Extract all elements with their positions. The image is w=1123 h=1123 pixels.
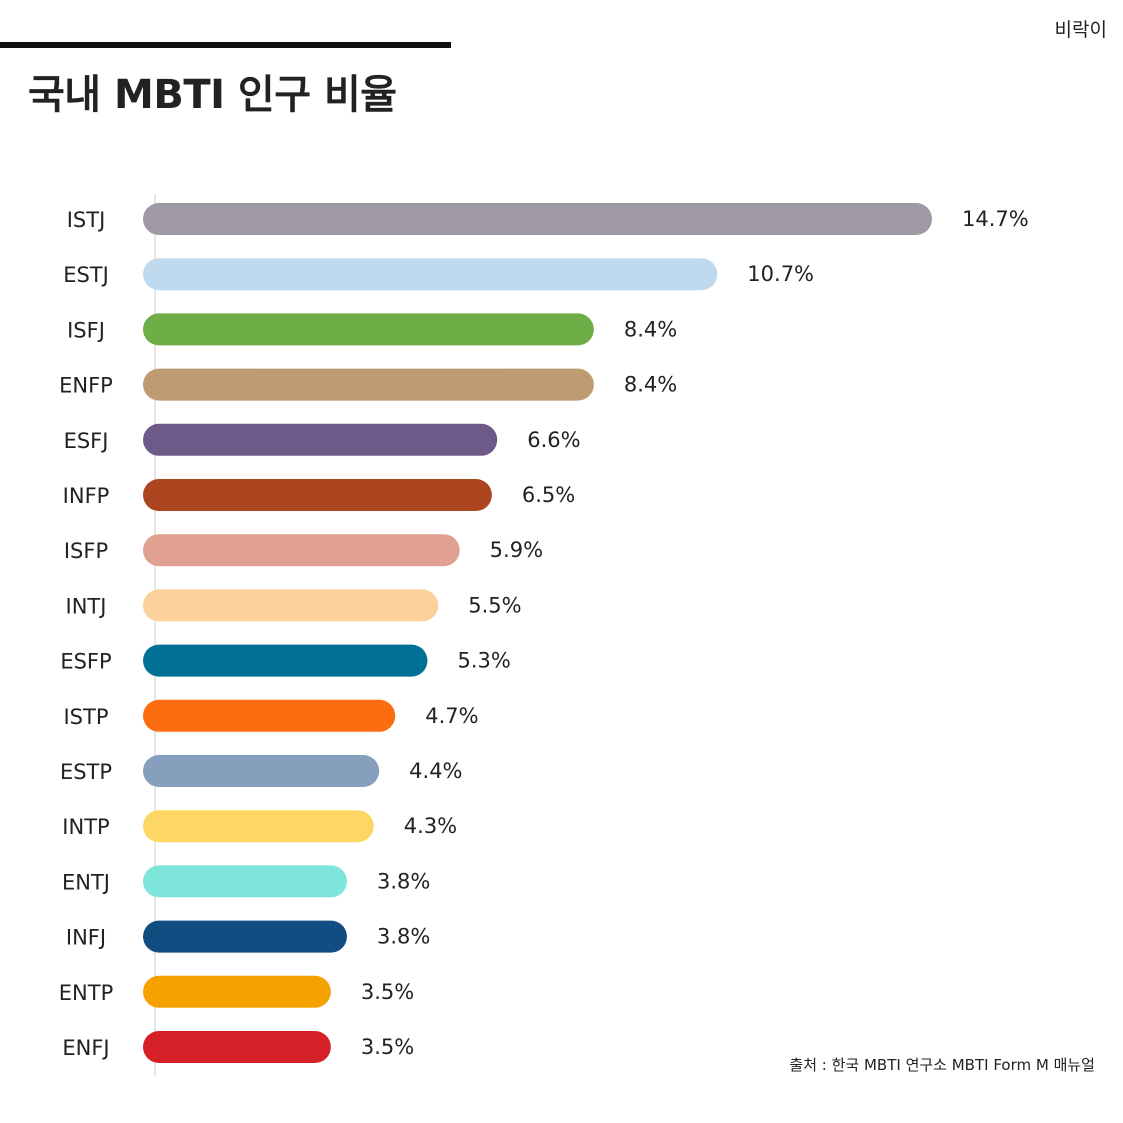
category-label: INTJ (66, 594, 107, 618)
category-label: INTP (62, 815, 109, 839)
category-label: ENFP (59, 374, 113, 398)
bar-istp (143, 699, 396, 732)
category-label: ISTJ (67, 208, 106, 232)
category-label: INFP (63, 484, 110, 508)
category-label: ENTP (59, 981, 113, 1005)
bar-esfp (143, 644, 428, 677)
value-label: 5.5% (468, 593, 521, 617)
category-label: ESTJ (63, 263, 109, 287)
value-label: 3.8% (377, 925, 430, 949)
value-label: 5.3% (457, 649, 510, 673)
category-label: ESFP (60, 650, 111, 674)
value-label: 10.7% (747, 262, 814, 286)
bar-infp (143, 479, 492, 511)
value-label: 3.8% (377, 869, 430, 893)
bar-istj (143, 203, 932, 235)
value-label: 3.5% (361, 1035, 414, 1059)
value-label: 14.7% (962, 207, 1029, 231)
value-label: 6.6% (527, 428, 580, 452)
value-label: 3.5% (361, 980, 414, 1004)
source-note: 출처 : 한국 MBTI 연구소 MBTI Form M 매뉴얼 (789, 1056, 1095, 1074)
bar-entp (143, 975, 331, 1008)
brand-label: 비락이 (1054, 19, 1107, 41)
bar-isfp (143, 534, 460, 567)
category-label: ISFJ (67, 318, 105, 342)
bar-esfj (143, 423, 498, 456)
bars-layer: ISTJ 14.7% ESTJ 10.7% ISFJ 8.4% ENFP 8.4% ESFJ 6.… (59, 203, 1029, 1063)
category-label: ISFP (64, 539, 108, 563)
category-label: ENTJ (62, 870, 110, 894)
bar-intp (143, 810, 374, 843)
value-label: 4.3% (404, 814, 457, 838)
value-label: 8.4% (624, 317, 677, 341)
bar-intj (143, 589, 439, 622)
bar-enfp (143, 368, 594, 401)
top-rule (0, 42, 451, 48)
bar-infj (143, 920, 347, 953)
bar-isfj (143, 313, 594, 346)
value-label: 4.7% (425, 704, 478, 728)
bar-estp (143, 755, 380, 787)
category-label: ENFJ (62, 1036, 109, 1060)
category-label: INFJ (66, 926, 106, 950)
bar-estj (143, 258, 718, 291)
value-label: 4.4% (409, 759, 462, 783)
page-title: 국내 MBTI 인구 비율 (28, 72, 397, 118)
bar-entj (143, 865, 347, 898)
value-label: 6.5% (522, 483, 575, 507)
value-label: 8.4% (624, 373, 677, 397)
category-label: ESTP (60, 760, 112, 784)
bar-enfj (143, 1031, 331, 1063)
value-label: 5.9% (490, 538, 543, 562)
category-label: ISTP (63, 705, 108, 729)
category-label: ESFJ (64, 429, 109, 453)
